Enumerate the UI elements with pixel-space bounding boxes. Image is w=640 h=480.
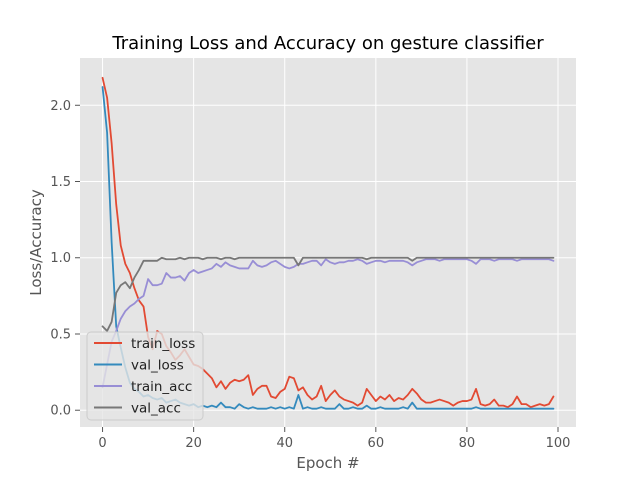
legend-label-val-acc: val_acc (131, 401, 181, 417)
x-axis-label: Epoch # (296, 454, 359, 472)
chart-title: Training Loss and Accuracy on gesture cl… (111, 33, 544, 54)
x-tick-label: 40 (276, 436, 293, 451)
x-tick-label: 80 (459, 436, 476, 451)
y-axis-label: Loss/Accuracy (27, 189, 45, 296)
legend-box (86, 331, 204, 421)
legend-label-train-acc: train_acc (131, 379, 192, 395)
legend: train_loss val_loss train_acc val_acc (86, 331, 204, 421)
legend-label-val-loss: val_loss (131, 358, 184, 374)
x-tick-label: 60 (368, 436, 385, 451)
y-tick-label: 1.0 (50, 251, 71, 266)
y-tick-label: 0.0 (50, 404, 71, 419)
y-tick-label: 0.5 (50, 327, 71, 342)
x-tick-label: 0 (98, 436, 106, 451)
legend-label-train-loss: train_loss (131, 336, 195, 352)
y-tick-label: 2.0 (50, 99, 71, 114)
series-line-train-acc (101, 258, 555, 389)
axis-ticks: 0 20 40 60 80 100 0.0 0.5 1.0 1.5 2.0 (50, 99, 570, 451)
x-tick-label: 20 (185, 436, 202, 451)
x-tick-label: 100 (546, 436, 571, 451)
series-line-val-acc (101, 256, 555, 332)
y-tick-label: 1.5 (50, 175, 71, 190)
